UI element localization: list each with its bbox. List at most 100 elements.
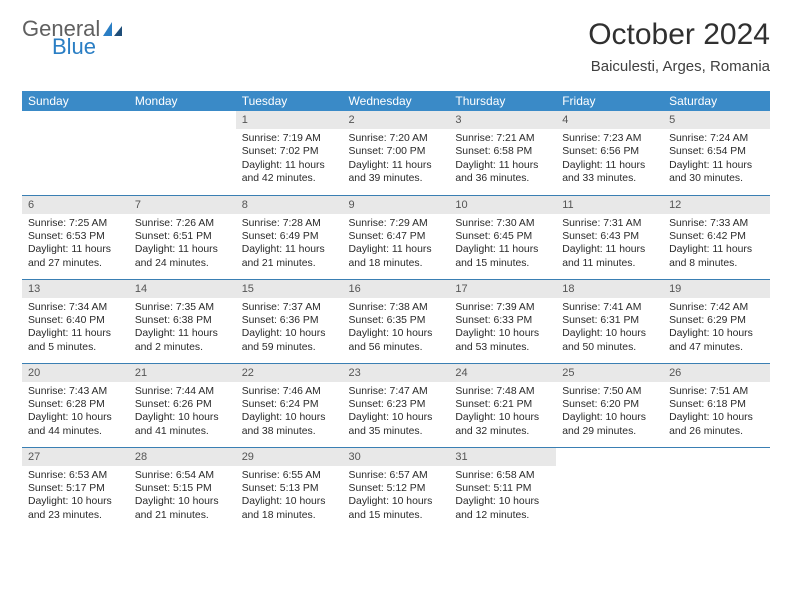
daylight-line1: Daylight: 10 hours bbox=[242, 495, 337, 508]
daylight-line2: and 5 minutes. bbox=[28, 341, 123, 354]
day-number: 3 bbox=[449, 111, 556, 129]
day-number: 15 bbox=[236, 280, 343, 298]
sunset-text: Sunset: 6:58 PM bbox=[455, 145, 550, 158]
day-data: Sunrise: 7:46 AMSunset: 6:24 PMDaylight:… bbox=[236, 382, 343, 442]
daylight-line2: and 12 minutes. bbox=[455, 509, 550, 522]
daylight-line1: Daylight: 11 hours bbox=[455, 159, 550, 172]
daylight-line2: and 18 minutes. bbox=[349, 257, 444, 270]
calendar-cell: 31Sunrise: 6:58 AMSunset: 5:11 PMDayligh… bbox=[449, 447, 556, 531]
sunset-text: Sunset: 5:15 PM bbox=[135, 482, 230, 495]
daylight-line1: Daylight: 10 hours bbox=[349, 327, 444, 340]
sunset-text: Sunset: 5:13 PM bbox=[242, 482, 337, 495]
daylight-line1: Daylight: 11 hours bbox=[28, 243, 123, 256]
sunrise-text: Sunrise: 6:54 AM bbox=[135, 469, 230, 482]
day-data: Sunrise: 7:30 AMSunset: 6:45 PMDaylight:… bbox=[449, 214, 556, 274]
sunset-text: Sunset: 6:42 PM bbox=[669, 230, 764, 243]
sunrise-text: Sunrise: 7:31 AM bbox=[562, 217, 657, 230]
sunset-text: Sunset: 6:35 PM bbox=[349, 314, 444, 327]
day-data: Sunrise: 7:47 AMSunset: 6:23 PMDaylight:… bbox=[343, 382, 450, 442]
calendar-cell: 10Sunrise: 7:30 AMSunset: 6:45 PMDayligh… bbox=[449, 195, 556, 279]
sunrise-text: Sunrise: 7:23 AM bbox=[562, 132, 657, 145]
sunrise-text: Sunrise: 7:43 AM bbox=[28, 385, 123, 398]
day-data: Sunrise: 7:35 AMSunset: 6:38 PMDaylight:… bbox=[129, 298, 236, 358]
daylight-line1: Daylight: 10 hours bbox=[242, 411, 337, 424]
sunrise-text: Sunrise: 7:48 AM bbox=[455, 385, 550, 398]
calendar-cell: 4Sunrise: 7:23 AMSunset: 6:56 PMDaylight… bbox=[556, 111, 663, 195]
sunrise-text: Sunrise: 7:50 AM bbox=[562, 385, 657, 398]
daylight-line2: and 21 minutes. bbox=[242, 257, 337, 270]
daylight-line1: Daylight: 10 hours bbox=[562, 327, 657, 340]
daylight-line1: Daylight: 11 hours bbox=[242, 159, 337, 172]
day-data: Sunrise: 7:24 AMSunset: 6:54 PMDaylight:… bbox=[663, 129, 770, 189]
calendar-cell: 17Sunrise: 7:39 AMSunset: 6:33 PMDayligh… bbox=[449, 279, 556, 363]
day-number: 14 bbox=[129, 280, 236, 298]
calendar-row: 27Sunrise: 6:53 AMSunset: 5:17 PMDayligh… bbox=[22, 447, 770, 531]
daylight-line2: and 39 minutes. bbox=[349, 172, 444, 185]
day-data: Sunrise: 7:19 AMSunset: 7:02 PMDaylight:… bbox=[236, 129, 343, 189]
day-number: 4 bbox=[556, 111, 663, 129]
sunrise-text: Sunrise: 7:33 AM bbox=[669, 217, 764, 230]
daylight-line2: and 38 minutes. bbox=[242, 425, 337, 438]
day-data: Sunrise: 6:58 AMSunset: 5:11 PMDaylight:… bbox=[449, 466, 556, 526]
day-number: 20 bbox=[22, 364, 129, 382]
day-number: 16 bbox=[343, 280, 450, 298]
sunset-text: Sunset: 6:24 PM bbox=[242, 398, 337, 411]
daylight-line1: Daylight: 11 hours bbox=[242, 243, 337, 256]
sunrise-text: Sunrise: 7:42 AM bbox=[669, 301, 764, 314]
daylight-line2: and 24 minutes. bbox=[135, 257, 230, 270]
day-number: 11 bbox=[556, 196, 663, 214]
sunrise-text: Sunrise: 7:20 AM bbox=[349, 132, 444, 145]
day-number: 9 bbox=[343, 196, 450, 214]
daylight-line2: and 32 minutes. bbox=[455, 425, 550, 438]
page-header: GeneralBlue October 2024 Baiculesti, Arg… bbox=[22, 18, 770, 75]
calendar-cell: 23Sunrise: 7:47 AMSunset: 6:23 PMDayligh… bbox=[343, 363, 450, 447]
day-number: 22 bbox=[236, 364, 343, 382]
calendar-cell: 12Sunrise: 7:33 AMSunset: 6:42 PMDayligh… bbox=[663, 195, 770, 279]
calendar-cell: 30Sunrise: 6:57 AMSunset: 5:12 PMDayligh… bbox=[343, 447, 450, 531]
day-number: 23 bbox=[343, 364, 450, 382]
calendar-cell bbox=[556, 447, 663, 531]
day-data: Sunrise: 7:48 AMSunset: 6:21 PMDaylight:… bbox=[449, 382, 556, 442]
calendar-cell: 14Sunrise: 7:35 AMSunset: 6:38 PMDayligh… bbox=[129, 279, 236, 363]
daylight-line1: Daylight: 10 hours bbox=[28, 411, 123, 424]
day-data: Sunrise: 7:31 AMSunset: 6:43 PMDaylight:… bbox=[556, 214, 663, 274]
daylight-line1: Daylight: 11 hours bbox=[28, 327, 123, 340]
day-data: Sunrise: 7:43 AMSunset: 6:28 PMDaylight:… bbox=[22, 382, 129, 442]
sunset-text: Sunset: 6:45 PM bbox=[455, 230, 550, 243]
daylight-line2: and 27 minutes. bbox=[28, 257, 123, 270]
daylight-line1: Daylight: 11 hours bbox=[349, 159, 444, 172]
sunrise-text: Sunrise: 6:53 AM bbox=[28, 469, 123, 482]
day-number: 25 bbox=[556, 364, 663, 382]
calendar-row: 6Sunrise: 7:25 AMSunset: 6:53 PMDaylight… bbox=[22, 195, 770, 279]
sunrise-text: Sunrise: 7:26 AM bbox=[135, 217, 230, 230]
day-data: Sunrise: 7:39 AMSunset: 6:33 PMDaylight:… bbox=[449, 298, 556, 358]
calendar-row: 13Sunrise: 7:34 AMSunset: 6:40 PMDayligh… bbox=[22, 279, 770, 363]
day-number: 7 bbox=[129, 196, 236, 214]
calendar-cell: 8Sunrise: 7:28 AMSunset: 6:49 PMDaylight… bbox=[236, 195, 343, 279]
sunrise-text: Sunrise: 7:47 AM bbox=[349, 385, 444, 398]
calendar-cell: 5Sunrise: 7:24 AMSunset: 6:54 PMDaylight… bbox=[663, 111, 770, 195]
day-number: 6 bbox=[22, 196, 129, 214]
day-data: Sunrise: 7:42 AMSunset: 6:29 PMDaylight:… bbox=[663, 298, 770, 358]
daylight-line1: Daylight: 10 hours bbox=[349, 411, 444, 424]
sunset-text: Sunset: 6:53 PM bbox=[28, 230, 123, 243]
daylight-line1: Daylight: 11 hours bbox=[349, 243, 444, 256]
daylight-line2: and 29 minutes. bbox=[562, 425, 657, 438]
sunset-text: Sunset: 6:21 PM bbox=[455, 398, 550, 411]
sunset-text: Sunset: 6:29 PM bbox=[669, 314, 764, 327]
calendar-cell: 15Sunrise: 7:37 AMSunset: 6:36 PMDayligh… bbox=[236, 279, 343, 363]
daylight-line2: and 35 minutes. bbox=[349, 425, 444, 438]
sunset-text: Sunset: 6:33 PM bbox=[455, 314, 550, 327]
sunset-text: Sunset: 6:51 PM bbox=[135, 230, 230, 243]
day-data: Sunrise: 6:57 AMSunset: 5:12 PMDaylight:… bbox=[343, 466, 450, 526]
sunrise-text: Sunrise: 7:39 AM bbox=[455, 301, 550, 314]
day-data: Sunrise: 7:37 AMSunset: 6:36 PMDaylight:… bbox=[236, 298, 343, 358]
sunset-text: Sunset: 6:49 PM bbox=[242, 230, 337, 243]
daylight-line2: and 42 minutes. bbox=[242, 172, 337, 185]
calendar-cell: 11Sunrise: 7:31 AMSunset: 6:43 PMDayligh… bbox=[556, 195, 663, 279]
day-data: Sunrise: 7:23 AMSunset: 6:56 PMDaylight:… bbox=[556, 129, 663, 189]
day-data: Sunrise: 7:20 AMSunset: 7:00 PMDaylight:… bbox=[343, 129, 450, 189]
daylight-line2: and 18 minutes. bbox=[242, 509, 337, 522]
daylight-line1: Daylight: 10 hours bbox=[455, 411, 550, 424]
daylight-line2: and 8 minutes. bbox=[669, 257, 764, 270]
